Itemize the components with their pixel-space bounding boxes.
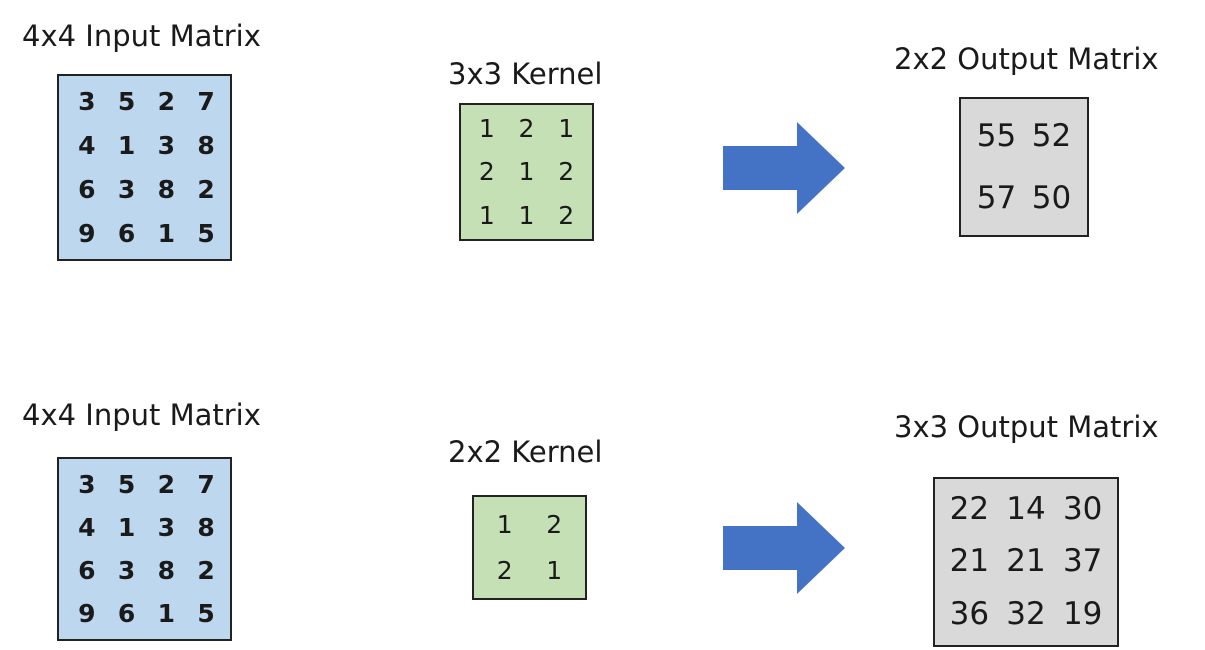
matrix-cell: 5 <box>197 218 215 248</box>
arrow-shape <box>723 122 845 214</box>
matrix-cell: 8 <box>157 556 176 585</box>
kernel-title: 2x2 Kernel <box>448 435 603 469</box>
output-matrix-title: 3x3 Output Matrix <box>894 410 1159 444</box>
matrix-cell: 4 <box>78 131 96 161</box>
output-matrix-title: 2x2 Output Matrix <box>894 42 1159 76</box>
matrix-cell: 3 <box>117 556 136 585</box>
matrix-cell: 55 <box>976 117 1017 154</box>
kernel-matrix: 1 2 2 1 <box>472 495 587 600</box>
matrix-cell: 19 <box>1062 596 1103 633</box>
matrix-cell: 3 <box>157 131 176 161</box>
matrix-cell: 2 <box>546 509 563 539</box>
matrix-cell: 22 <box>949 490 990 527</box>
matrix-cell: 5 <box>197 599 215 628</box>
matrix-cell: 1 <box>478 114 495 144</box>
matrix-cell: 3 <box>78 470 96 499</box>
matrix-cell: 21 <box>949 543 990 580</box>
matrix-cell: 1 <box>558 114 575 144</box>
matrix-cell: 1 <box>518 200 535 230</box>
matrix-cell: 32 <box>1006 596 1046 633</box>
matrix-cell: 6 <box>78 556 96 585</box>
matrix-cell: 3 <box>78 87 96 117</box>
matrix-cell: 8 <box>157 174 176 204</box>
matrix-cell: 2 <box>496 556 513 586</box>
matrix-cell: 36 <box>949 596 990 633</box>
matrix-cell: 6 <box>78 174 96 204</box>
matrix-cell: 8 <box>197 131 215 161</box>
matrix-cell: 1 <box>518 157 535 187</box>
matrix-cell: 52 <box>1031 117 1072 154</box>
output-matrix: 22 14 30 21 21 37 36 32 19 <box>933 477 1119 647</box>
right-arrow-icon <box>723 122 845 214</box>
kernel-title: 3x3 Kernel <box>448 57 603 91</box>
matrix-cell: 5 <box>117 87 136 117</box>
matrix-cell: 1 <box>117 513 136 542</box>
matrix-cell: 6 <box>117 218 136 248</box>
matrix-cell: 2 <box>197 556 215 585</box>
matrix-cell: 1 <box>157 599 176 628</box>
matrix-cell: 2 <box>157 470 176 499</box>
matrix-cell: 5 <box>117 470 136 499</box>
matrix-cell: 37 <box>1062 543 1103 580</box>
matrix-cell: 1 <box>157 218 176 248</box>
matrix-cell: 6 <box>117 599 136 628</box>
right-arrow-icon <box>723 502 845 594</box>
matrix-cell: 50 <box>1031 179 1072 216</box>
matrix-cell: 1 <box>496 509 513 539</box>
matrix-cell: 2 <box>518 114 535 144</box>
output-matrix: 55 52 57 50 <box>959 97 1089 237</box>
matrix-cell: 30 <box>1062 490 1103 527</box>
input-matrix-title: 4x4 Input Matrix <box>22 19 261 53</box>
matrix-cell: 2 <box>197 174 215 204</box>
matrix-cell: 3 <box>157 513 176 542</box>
matrix-cell: 2 <box>157 87 176 117</box>
matrix-cell: 57 <box>976 179 1017 216</box>
matrix-cell: 9 <box>78 218 96 248</box>
matrix-cell: 9 <box>78 599 96 628</box>
matrix-cell: 2 <box>558 157 575 187</box>
matrix-cell: 1 <box>117 131 136 161</box>
matrix-cell: 8 <box>197 513 215 542</box>
matrix-cell: 14 <box>1006 490 1046 527</box>
matrix-cell: 1 <box>546 556 563 586</box>
matrix-cell: 1 <box>478 200 495 230</box>
matrix-cell: 3 <box>117 174 136 204</box>
matrix-cell: 2 <box>558 200 575 230</box>
matrix-cell: 4 <box>78 513 96 542</box>
matrix-cell: 7 <box>197 470 215 499</box>
input-matrix-title: 4x4 Input Matrix <box>22 398 261 432</box>
matrix-cell: 21 <box>1006 543 1046 580</box>
arrow-shape <box>723 502 845 594</box>
matrix-cell: 7 <box>197 87 215 117</box>
matrix-cell: 2 <box>478 157 495 187</box>
